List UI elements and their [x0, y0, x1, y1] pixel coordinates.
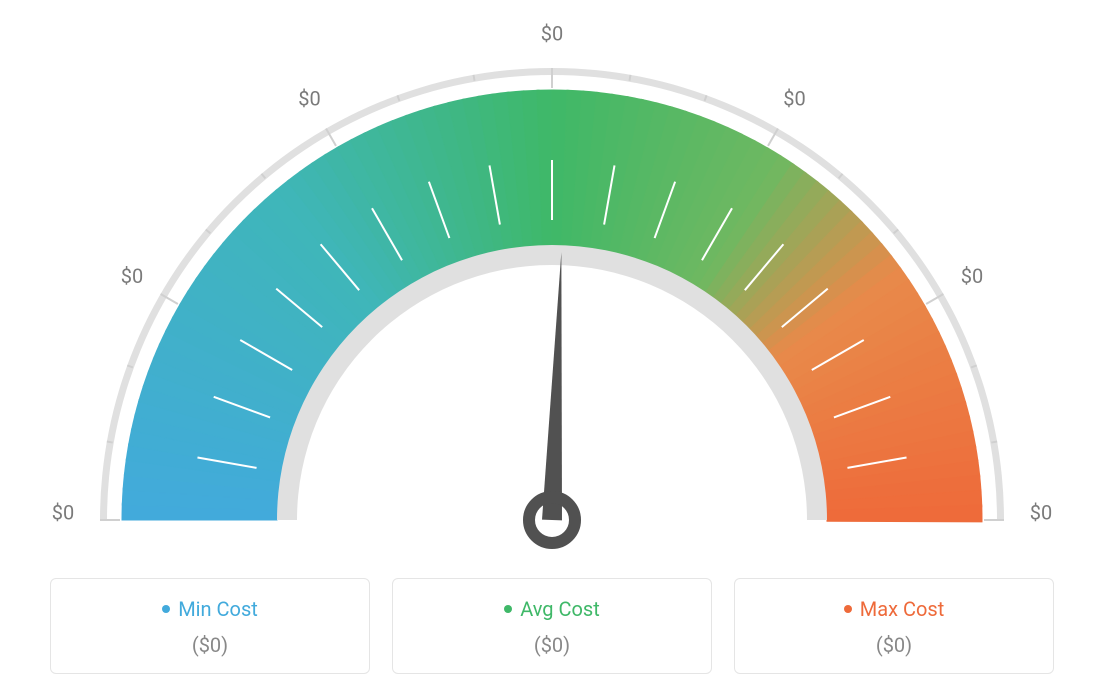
max-cost-card: Max Cost ($0) [734, 578, 1054, 674]
max-cost-dot-icon [844, 605, 852, 613]
gauge-chart: $0 $0 $0 $0 $0 $0 $0 [22, 0, 1082, 560]
min-cost-label: Min Cost [178, 597, 258, 621]
legend-cards: Min Cost ($0) Avg Cost ($0) Max Cost ($0… [50, 578, 1054, 674]
min-cost-dot-icon [162, 605, 170, 613]
min-cost-label-row: Min Cost [162, 597, 258, 621]
svg-text:$0: $0 [52, 500, 74, 524]
gauge-svg: $0 $0 $0 $0 $0 $0 $0 [22, 0, 1082, 560]
min-cost-card: Min Cost ($0) [50, 578, 370, 674]
max-cost-label-row: Max Cost [844, 597, 945, 621]
gauge-cost-widget: $0 $0 $0 $0 $0 $0 $0 Min Cost ($0) Avg Cost ($… [0, 0, 1104, 690]
avg-cost-label: Avg Cost [520, 597, 600, 621]
svg-text:$0: $0 [298, 86, 320, 110]
max-cost-value: ($0) [745, 633, 1043, 657]
svg-text:$0: $0 [783, 86, 805, 110]
avg-cost-label-row: Avg Cost [504, 597, 600, 621]
svg-text:$0: $0 [1030, 500, 1052, 524]
svg-text:$0: $0 [961, 264, 983, 288]
avg-cost-card: Avg Cost ($0) [392, 578, 712, 674]
svg-text:$0: $0 [541, 21, 563, 45]
max-cost-label: Max Cost [860, 597, 945, 621]
svg-text:$0: $0 [121, 264, 143, 288]
min-cost-value: ($0) [61, 633, 359, 657]
avg-cost-dot-icon [504, 605, 512, 613]
avg-cost-value: ($0) [403, 633, 701, 657]
